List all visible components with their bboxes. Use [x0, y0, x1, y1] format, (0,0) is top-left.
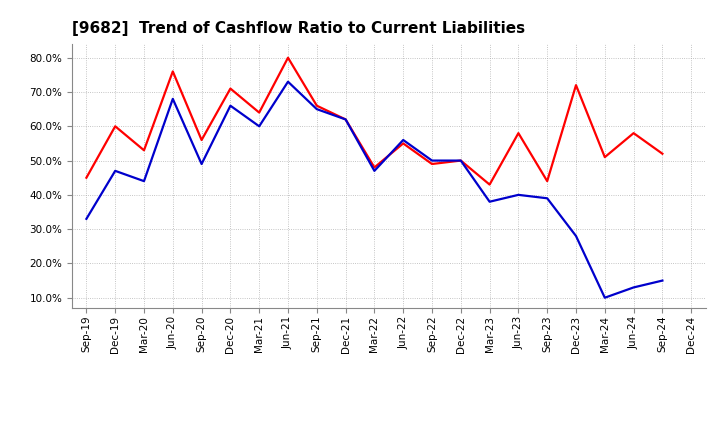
- Free CF to Current Liabilities: [600, 295, 609, 301]
- Operating CF to Current Liabilities: [456, 158, 465, 163]
- Operating CF to Current Liabilities: [572, 83, 580, 88]
- Operating CF to Current Liabilities: [485, 182, 494, 187]
- Free CF to Current Liabilities: [140, 179, 148, 184]
- Operating CF to Current Liabilities: [226, 86, 235, 91]
- Line: Operating CF to Current Liabilities: Operating CF to Current Liabilities: [86, 58, 662, 184]
- Operating CF to Current Liabilities: [370, 165, 379, 170]
- Line: Free CF to Current Liabilities: Free CF to Current Liabilities: [86, 82, 662, 298]
- Operating CF to Current Liabilities: [284, 55, 292, 60]
- Operating CF to Current Liabilities: [255, 110, 264, 115]
- Free CF to Current Liabilities: [82, 216, 91, 221]
- Free CF to Current Liabilities: [197, 161, 206, 167]
- Operating CF to Current Liabilities: [428, 161, 436, 167]
- Operating CF to Current Liabilities: [168, 69, 177, 74]
- Operating CF to Current Liabilities: [600, 154, 609, 160]
- Operating CF to Current Liabilities: [341, 117, 350, 122]
- Free CF to Current Liabilities: [514, 192, 523, 198]
- Free CF to Current Liabilities: [629, 285, 638, 290]
- Operating CF to Current Liabilities: [629, 131, 638, 136]
- Legend: Operating CF to Current Liabilities, Free CF to Current Liabilities: Operating CF to Current Liabilities, Fre…: [135, 435, 643, 440]
- Free CF to Current Liabilities: [456, 158, 465, 163]
- Operating CF to Current Liabilities: [140, 148, 148, 153]
- Operating CF to Current Liabilities: [111, 124, 120, 129]
- Text: [9682]  Trend of Cashflow Ratio to Current Liabilities: [9682] Trend of Cashflow Ratio to Curren…: [72, 21, 525, 36]
- Free CF to Current Liabilities: [428, 158, 436, 163]
- Free CF to Current Liabilities: [543, 196, 552, 201]
- Free CF to Current Liabilities: [572, 233, 580, 238]
- Free CF to Current Liabilities: [370, 168, 379, 173]
- Free CF to Current Liabilities: [168, 96, 177, 102]
- Operating CF to Current Liabilities: [543, 179, 552, 184]
- Free CF to Current Liabilities: [658, 278, 667, 283]
- Operating CF to Current Liabilities: [197, 137, 206, 143]
- Operating CF to Current Liabilities: [82, 175, 91, 180]
- Operating CF to Current Liabilities: [312, 103, 321, 108]
- Free CF to Current Liabilities: [255, 124, 264, 129]
- Free CF to Current Liabilities: [485, 199, 494, 204]
- Free CF to Current Liabilities: [341, 117, 350, 122]
- Free CF to Current Liabilities: [284, 79, 292, 84]
- Operating CF to Current Liabilities: [658, 151, 667, 156]
- Operating CF to Current Liabilities: [399, 141, 408, 146]
- Free CF to Current Liabilities: [111, 168, 120, 173]
- Free CF to Current Liabilities: [312, 106, 321, 112]
- Free CF to Current Liabilities: [399, 137, 408, 143]
- Operating CF to Current Liabilities: [514, 131, 523, 136]
- Free CF to Current Liabilities: [226, 103, 235, 108]
